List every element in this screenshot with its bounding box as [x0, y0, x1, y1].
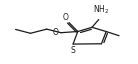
Text: S: S — [71, 46, 75, 55]
Text: NH$_2$: NH$_2$ — [93, 4, 110, 16]
Text: O: O — [63, 13, 69, 22]
Text: O: O — [53, 28, 59, 37]
